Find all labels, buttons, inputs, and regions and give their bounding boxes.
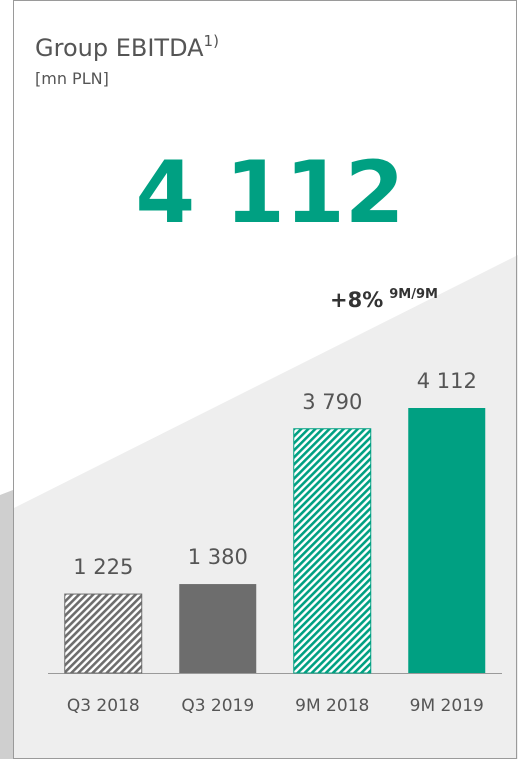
value-label: 1 225 xyxy=(73,555,133,579)
x-tick-label: Q3 2019 xyxy=(181,696,254,716)
background-edge xyxy=(0,490,13,759)
bar xyxy=(408,408,486,673)
chart-title: Group EBITDA1) xyxy=(35,32,219,62)
x-tick-label: 9M 2019 xyxy=(410,696,484,716)
bar xyxy=(293,428,372,674)
value-label: 4 112 xyxy=(417,369,477,393)
subtitle: [mn PLN] xyxy=(35,69,109,88)
x-tick-label: 9M 2018 xyxy=(295,696,369,716)
x-tick-label: Q3 2018 xyxy=(67,696,140,716)
annotation-text: +8% xyxy=(330,288,383,312)
bar xyxy=(179,584,257,673)
value-label: 3 790 xyxy=(302,390,362,414)
bar xyxy=(64,593,143,674)
headline: 4 112 xyxy=(135,143,404,243)
value-label: 1 380 xyxy=(188,545,248,569)
title-note: 1) xyxy=(204,32,219,50)
annotation: +8% 9M/9M xyxy=(330,287,438,312)
title-text: Group EBITDA xyxy=(35,34,204,62)
annotation-note: 9M/9M xyxy=(389,287,438,302)
